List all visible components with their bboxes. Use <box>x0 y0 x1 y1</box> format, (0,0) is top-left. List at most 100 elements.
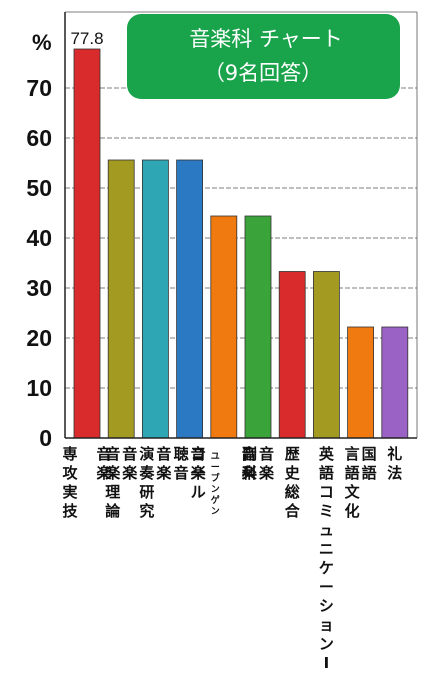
category-glyph: 副 <box>242 445 257 463</box>
category-glyph: ブ <box>211 472 220 484</box>
category-glyph: 語 <box>319 464 334 482</box>
category-glyph: ゲ <box>211 494 220 506</box>
category-glyph: 楽 <box>156 464 172 482</box>
category-glyph: 聴 <box>174 445 189 463</box>
category-glyph: ー <box>319 578 334 596</box>
bar <box>312 271 340 439</box>
y-tick-labels: 0 10 20 30 40 50 60 70 <box>26 75 52 451</box>
category-glyph: 究 <box>139 502 154 520</box>
category-glyph: 音 <box>242 445 257 463</box>
category-glyph: 音 <box>96 445 111 463</box>
y-tick-label: 10 <box>26 375 52 401</box>
category-glyph: 音 <box>105 445 120 463</box>
y-tick-label: 0 <box>39 425 52 451</box>
bar <box>176 159 204 439</box>
category-glyph: ミ <box>319 502 334 520</box>
category-glyph: 楽 <box>105 464 121 482</box>
category-glyph: 礼 <box>387 445 402 463</box>
category-glyph: Ⅰ <box>324 654 330 672</box>
category-glyph: ー <box>191 464 206 482</box>
category-glyph: 楽 <box>96 464 112 482</box>
category-glyph: 理 <box>105 483 120 501</box>
category-glyph: 論 <box>105 502 121 520</box>
bar <box>244 215 272 439</box>
chart-title: 音楽科 チャート <box>189 27 342 51</box>
category-glyph: ン <box>211 506 220 517</box>
category-glyph: 語 <box>345 464 360 482</box>
category-glyph: 国 <box>362 445 377 463</box>
category-glyph: 音 <box>191 445 206 463</box>
bar <box>278 271 306 439</box>
category-glyph: ユ <box>211 452 220 462</box>
category-glyph: 語 <box>362 464 377 482</box>
category-glyph: ー <box>211 463 220 473</box>
bar <box>141 159 169 439</box>
category-glyph: 言 <box>345 445 360 463</box>
category-glyph: 奏 <box>138 464 155 482</box>
category-glyph: ケ <box>319 559 334 577</box>
category-glyph: 楽 <box>122 464 138 482</box>
category-glyph: 音 <box>122 445 137 463</box>
category-glyph: ョ <box>319 616 334 634</box>
category-glyph: 文 <box>345 483 361 501</box>
data-labels: 77.8 <box>70 29 103 48</box>
category-glyph: 合 <box>284 502 301 520</box>
category-glyph: 化 <box>345 502 360 520</box>
bar <box>210 215 238 439</box>
bars <box>73 48 409 439</box>
category-glyph: ュ <box>319 521 334 539</box>
chart-subtitle: （9名回答） <box>204 61 322 85</box>
category-glyph: 音 <box>156 445 171 463</box>
category-label: 礼法 <box>387 445 402 482</box>
category-glyph: 技 <box>62 502 78 520</box>
category-glyph: シ <box>319 597 334 615</box>
category-glyph: 楽 <box>191 464 207 482</box>
category-glyph: 法 <box>387 464 402 482</box>
title-box: 音楽科 チャート （9名回答） <box>127 14 400 99</box>
bar <box>73 48 101 439</box>
category-glyph: 楽 <box>259 464 275 482</box>
y-tick-label: 50 <box>26 175 52 201</box>
y-tick-label: 60 <box>26 125 52 151</box>
category-glyph: 音 <box>259 445 274 463</box>
category-glyph: 音 <box>174 464 189 482</box>
y-tick-label: 40 <box>26 225 52 251</box>
category-glyph: コ <box>191 445 206 463</box>
bar <box>381 326 409 439</box>
category-glyph: 楽 <box>242 464 258 482</box>
category-glyph: 攻 <box>62 464 78 482</box>
category-glyph: 研 <box>139 483 154 501</box>
category-glyph: ン <box>211 484 220 495</box>
y-tick-label: 70 <box>26 75 52 101</box>
category-labels: 専攻実技音楽音楽理論音楽演奏研究音楽聴音音楽コールユーブンゲン音楽副科音楽歴史総… <box>62 445 402 672</box>
category-glyph: 専 <box>62 445 77 463</box>
y-tick-label: 20 <box>26 325 52 351</box>
category-glyph: 科 <box>242 464 257 482</box>
category-glyph: 演 <box>139 445 154 463</box>
category-glyph: 総 <box>285 483 300 501</box>
data-label: 77.8 <box>70 29 103 48</box>
title-box-background <box>127 14 400 99</box>
category-glyph: ル <box>191 483 206 501</box>
bar <box>107 159 135 439</box>
bar <box>347 326 375 439</box>
category-glyph: ニ <box>319 540 334 558</box>
category-glyph: 史 <box>285 464 301 482</box>
category-glyph: ン <box>319 635 334 653</box>
category-glyph: 実 <box>62 483 77 501</box>
category-glyph: 歴 <box>285 445 300 463</box>
y-axis-unit: % <box>32 30 52 55</box>
category-glyph: コ <box>319 483 334 501</box>
y-tick-label: 30 <box>26 275 52 301</box>
category-glyph: 英 <box>319 445 335 463</box>
